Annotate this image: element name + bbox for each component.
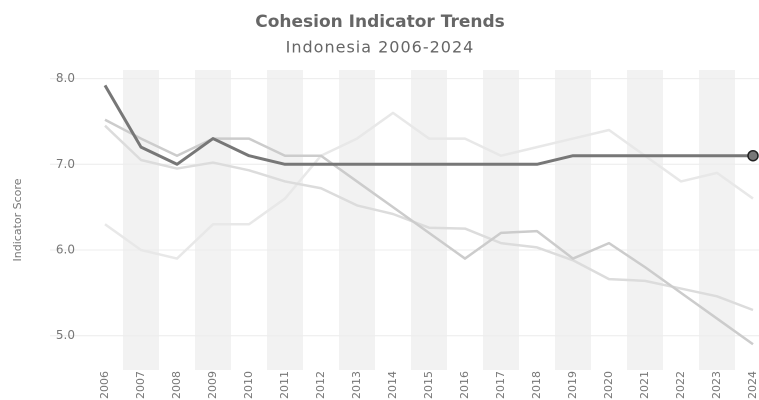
x-tick-label: 2012 xyxy=(314,371,327,399)
x-tick-label: 2008 xyxy=(170,371,183,399)
column-band xyxy=(195,70,231,370)
x-tick-label: 2014 xyxy=(386,371,399,399)
x-tick-label: 2007 xyxy=(134,371,147,399)
x-tick-label: 2017 xyxy=(494,371,507,399)
end-marker xyxy=(747,149,759,162)
x-tick-label: 2009 xyxy=(206,371,219,399)
column-band xyxy=(555,70,591,370)
x-tick-label: 2023 xyxy=(710,371,723,399)
x-tick-label: 2013 xyxy=(350,371,363,399)
x-tick-label: 2019 xyxy=(566,371,579,399)
x-tick-label: 2020 xyxy=(602,371,615,399)
column-band xyxy=(123,70,159,370)
x-tick-label: 2022 xyxy=(674,371,687,399)
x-tick-label: 2015 xyxy=(422,371,435,399)
column-band xyxy=(267,70,303,370)
y-tick-label: 5.0 xyxy=(56,328,75,342)
x-tick-label: 2024 xyxy=(746,371,759,399)
column-band xyxy=(627,70,663,370)
x-tick-label: 2021 xyxy=(638,371,651,399)
y-tick-label: 8.0 xyxy=(56,71,75,85)
y-tick-label: 7.0 xyxy=(56,157,75,171)
x-tick-label: 2018 xyxy=(530,371,543,399)
column-band xyxy=(699,70,735,370)
y-tick-label: 6.0 xyxy=(56,243,75,257)
series-line xyxy=(104,124,754,312)
x-tick-label: 2011 xyxy=(278,371,291,399)
column-band xyxy=(483,70,519,370)
x-tick-label: 2006 xyxy=(98,371,111,399)
column-band xyxy=(339,70,375,370)
x-tick-label: 2010 xyxy=(242,371,255,399)
column-band xyxy=(411,70,447,370)
chart-title: Cohesion Indicator Trends xyxy=(255,12,505,32)
y-axis-label: Indicator Score xyxy=(11,178,24,261)
bands xyxy=(50,70,759,370)
x-tick-label: 2016 xyxy=(458,371,471,399)
chart-subtitle: Indonesia 2006-2024 xyxy=(286,38,475,57)
series-line xyxy=(103,84,753,166)
